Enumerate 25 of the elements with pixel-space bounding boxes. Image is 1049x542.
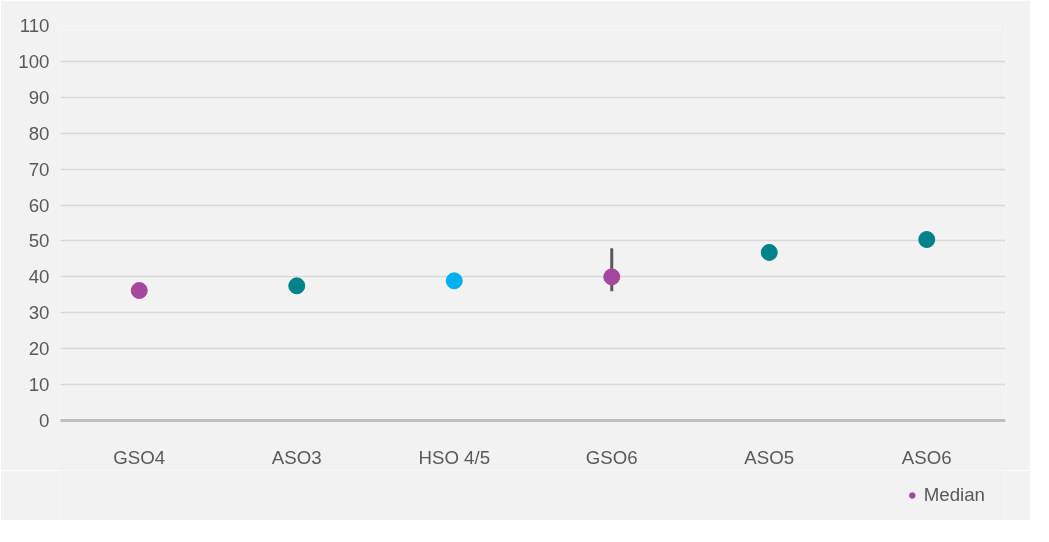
y-tick-label: 90 (28, 86, 50, 108)
y-tick-label: 30 (28, 302, 50, 324)
point (130, 282, 148, 299)
y-tick-label: 20 (28, 338, 50, 360)
x-tick-label: ASO6 (901, 446, 952, 468)
point (445, 272, 463, 290)
legend-label: Median (923, 484, 985, 506)
x-tick-label: ASO5 (744, 446, 795, 468)
point (288, 277, 306, 295)
x-tick-label: GSO4 (113, 446, 166, 468)
y-tick-label: 110 (19, 15, 50, 36)
y-tick-label: 50 (28, 230, 50, 252)
y-tick-label: 60 (28, 194, 50, 216)
x-tick-label: ASO3 (271, 446, 322, 468)
x-tick-label: HSO 4/5 (418, 446, 491, 468)
y-tick-label: 100 (18, 50, 50, 72)
y-tick-label: 80 (28, 122, 50, 144)
y-tick-label: 10 (28, 374, 50, 396)
point (603, 268, 621, 286)
x-tick-label: GSO6 (585, 446, 638, 468)
y-tick-label: 0 (39, 410, 50, 431)
point (760, 243, 778, 261)
y-tick-label: 70 (28, 158, 50, 180)
y-tick-label: 40 (28, 266, 50, 288)
point (918, 231, 936, 248)
